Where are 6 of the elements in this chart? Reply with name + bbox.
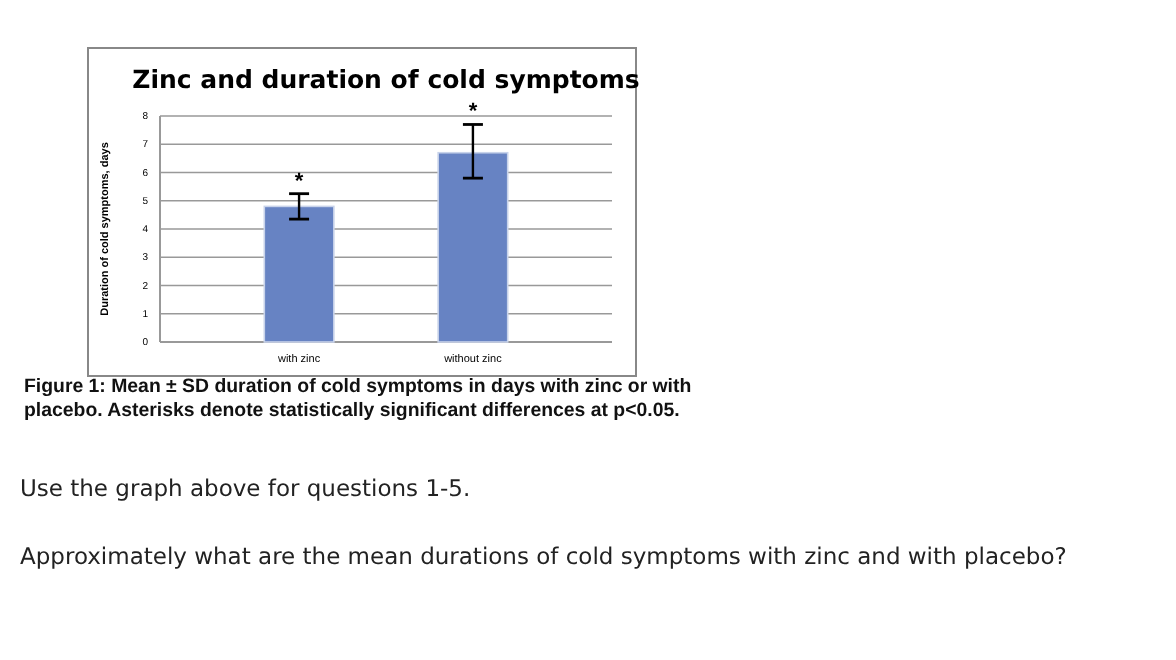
chart-title: Zinc and duration of cold symptoms: [132, 64, 640, 94]
text: Use the graph above for questions 1-5.: [20, 474, 471, 502]
annotation: *: [468, 100, 479, 125]
caption: Figure 1: Mean ± SD duration of cold symptoms in days with zinc or with placebo. Asterisks denote statistically significant differences at p<0.05.: [24, 376, 694, 424]
annotation: *: [294, 169, 305, 194]
text: Approximately what are the mean durations of cold symptoms with zinc and with placebo?: [20, 542, 1067, 570]
